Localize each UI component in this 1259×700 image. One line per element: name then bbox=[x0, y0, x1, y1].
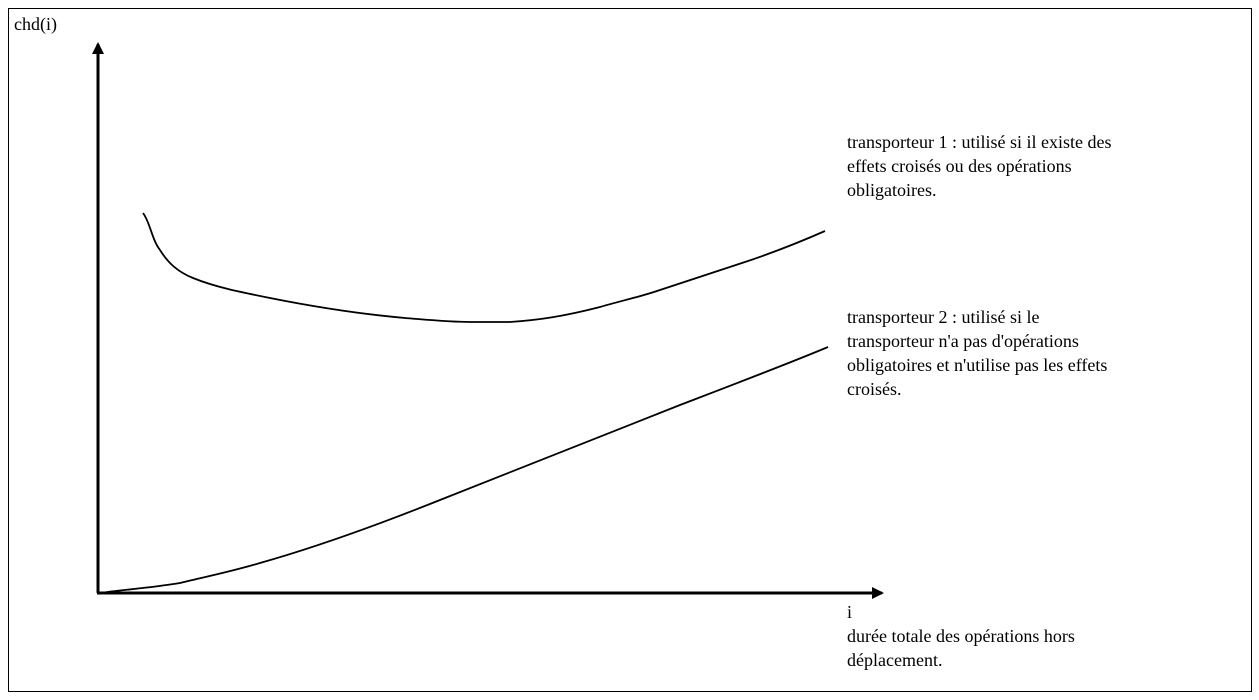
curve-transporteur-2 bbox=[99, 346, 829, 594]
annotation-line: transporteur 2 : utilisé si le bbox=[847, 307, 1040, 327]
annotation-line: transporteur 1 : utilisé si il existe de… bbox=[847, 132, 1112, 152]
annotation-line: effets croisés ou des opérations bbox=[847, 156, 1072, 176]
annotation-line: croisés. bbox=[847, 379, 902, 399]
x-axis-description-line: durée totale des opérations hors bbox=[847, 626, 1075, 646]
diagram-frame bbox=[8, 8, 1252, 692]
curve-transporteur-1 bbox=[142, 212, 826, 323]
y-axis-label: chd(i) bbox=[14, 14, 57, 34]
x-axis-label: i durée totale des opérations hors dépla… bbox=[847, 600, 1177, 672]
annotation-line: obligatoires et n'utilise pas les effets bbox=[847, 355, 1108, 375]
x-axis-description-line: déplacement. bbox=[847, 650, 943, 670]
x-axis-symbol: i bbox=[847, 602, 853, 622]
annotation-transporteur-1: transporteur 1 : utilisé si il existe de… bbox=[847, 130, 1197, 202]
annotation-line: transporteur n'a pas d'opérations bbox=[847, 331, 1079, 351]
annotation-line: obligatoires. bbox=[847, 180, 937, 200]
annotation-transporteur-2: transporteur 2 : utilisé si le transport… bbox=[847, 305, 1197, 401]
